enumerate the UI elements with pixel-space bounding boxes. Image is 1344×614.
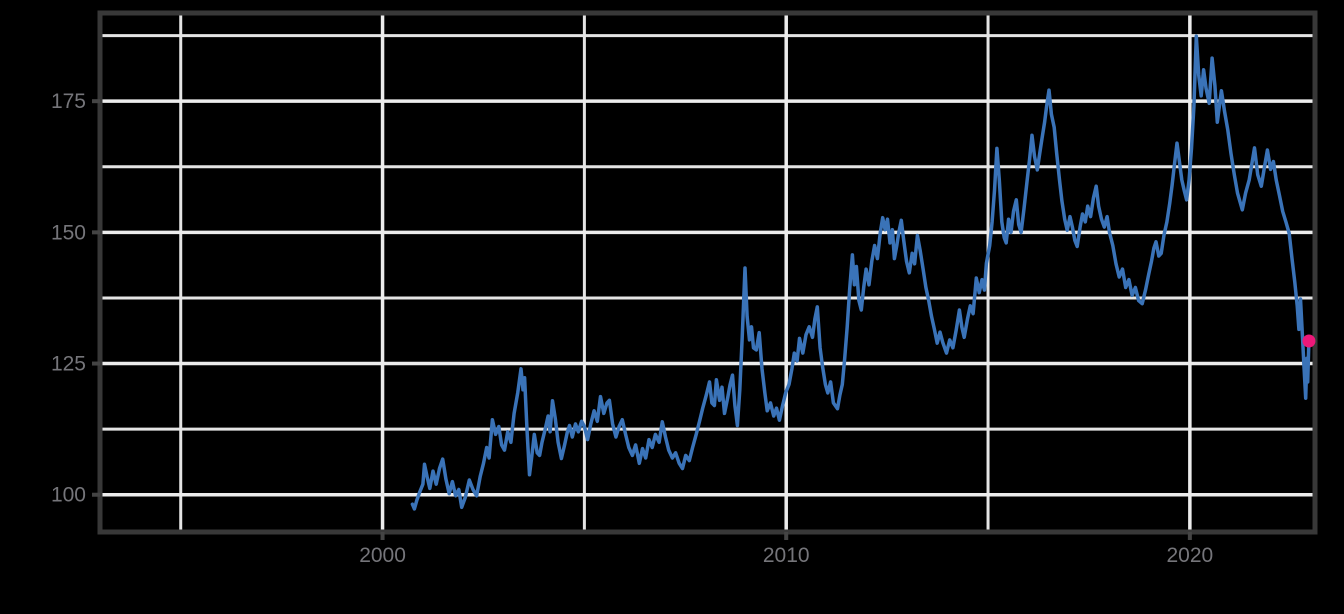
data-series-line (410, 34, 1311, 511)
plot-frame (97, 10, 1318, 535)
y-tick-label: 150 (51, 221, 86, 244)
latest-value-dot (1302, 334, 1316, 348)
x-tick-label: 2010 (763, 544, 810, 567)
x-tick-label: 2020 (1167, 544, 1214, 567)
axes: 100 125 150 175 2000 2010 2020 (51, 90, 1213, 567)
plot-background (100, 13, 1315, 532)
y-tick-label: 100 (51, 484, 86, 507)
gridlines (100, 13, 1315, 532)
x-tick-label: 2000 (359, 544, 406, 567)
y-tick-label: 125 (51, 353, 86, 376)
y-tick-label: 175 (51, 90, 86, 113)
